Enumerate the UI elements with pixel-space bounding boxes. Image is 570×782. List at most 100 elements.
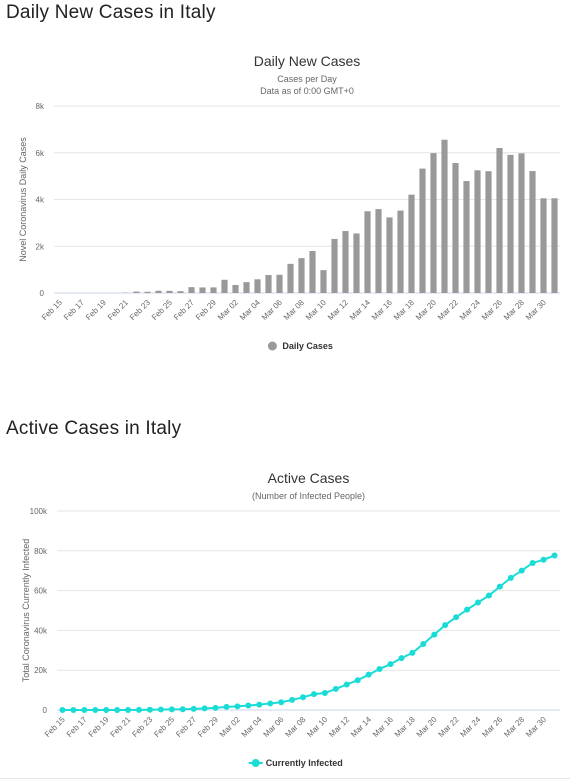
data-point[interactable] [540,556,547,563]
bar[interactable] [331,238,338,293]
bar[interactable] [386,217,393,293]
data-point[interactable] [146,706,153,713]
data-point[interactable] [310,691,317,698]
data-point[interactable] [223,703,230,710]
data-point[interactable] [409,649,416,656]
data-point[interactable] [125,706,132,713]
bar[interactable] [496,148,503,293]
legend-label[interactable]: Currently Infected [266,758,343,768]
bar[interactable] [485,171,492,293]
x-tick-label: Feb 25 [150,298,174,322]
bar[interactable] [320,270,327,293]
bar[interactable] [243,282,250,293]
bar[interactable] [419,168,426,293]
bar[interactable] [221,279,228,293]
bar[interactable] [298,258,305,293]
data-point[interactable] [234,703,241,710]
data-point[interactable] [190,705,197,712]
daily-cases-section-title: Daily New Cases in Italy [6,2,216,23]
data-point[interactable] [114,706,121,713]
data-point[interactable] [376,666,383,672]
x-tick-label: Mar 28 [502,298,526,322]
data-point[interactable] [70,706,77,713]
data-point[interactable] [398,655,405,662]
data-point[interactable] [103,706,110,713]
data-point[interactable] [354,677,361,684]
legend-label[interactable]: Daily Cases [282,341,333,351]
data-point[interactable] [485,592,492,599]
bar[interactable] [375,209,382,293]
data-point[interactable] [59,706,66,713]
data-point[interactable] [289,696,296,703]
bar[interactable] [133,291,140,293]
data-point[interactable] [529,559,536,566]
bar[interactable] [364,211,371,293]
data-point[interactable] [442,622,449,629]
bar[interactable] [177,291,184,293]
data-point[interactable] [420,640,427,647]
bar[interactable] [518,153,525,293]
data-point[interactable] [157,706,164,713]
data-point[interactable] [201,705,208,712]
data-point[interactable] [474,599,481,606]
x-tick-label: Feb 19 [87,715,111,739]
data-point[interactable] [387,661,394,668]
x-tick-label: Feb 29 [196,715,220,739]
bar[interactable] [276,274,283,293]
x-tick-label: Mar 06 [260,298,284,322]
bar[interactable] [529,171,536,293]
x-tick-label: Feb 27 [174,715,198,739]
data-point[interactable] [256,701,263,708]
data-point[interactable] [518,567,525,574]
data-point[interactable] [136,706,143,713]
bar[interactable] [144,291,151,293]
bar[interactable] [452,163,459,293]
x-tick-label: Mar 08 [282,298,306,322]
bar[interactable] [353,233,360,293]
bar[interactable] [188,287,195,293]
bar[interactable] [287,263,294,293]
bar[interactable] [430,153,437,293]
data-point[interactable] [496,583,503,590]
data-point[interactable] [551,552,558,559]
data-point[interactable] [267,700,274,707]
bar[interactable] [342,231,349,293]
data-point[interactable] [365,671,372,678]
bar[interactable] [265,275,272,293]
data-point[interactable] [507,574,514,581]
x-tick-label: Mar 22 [436,298,460,322]
bar[interactable] [254,279,261,293]
bar[interactable] [210,287,217,293]
bar[interactable] [166,290,173,293]
bar[interactable] [155,290,162,293]
bar[interactable] [232,285,239,293]
y-axis-title: Total Coronavirus Currently Infected [21,539,31,683]
bar[interactable] [397,210,404,293]
x-tick-label: Mar 12 [327,715,351,739]
bar[interactable] [540,198,547,293]
y-tick-label: 100k [30,507,48,516]
bar[interactable] [199,287,206,293]
data-point[interactable] [179,706,186,713]
data-point[interactable] [278,699,285,706]
data-point[interactable] [453,614,460,621]
bar[interactable] [463,181,470,293]
data-point[interactable] [343,681,350,688]
data-point[interactable] [245,702,252,709]
bar[interactable] [474,170,481,293]
data-point[interactable] [212,704,219,711]
bar[interactable] [408,194,415,293]
bar[interactable] [507,154,514,293]
data-point[interactable] [92,706,99,713]
data-point[interactable] [464,606,471,613]
data-point[interactable] [300,694,307,701]
data-point[interactable] [321,690,328,697]
data-point[interactable] [81,706,88,713]
data-point[interactable] [332,685,339,692]
bar[interactable] [441,139,448,293]
x-tick-label: Feb 23 [128,298,152,322]
data-point[interactable] [168,706,175,713]
data-point[interactable] [431,631,438,638]
bar[interactable] [551,198,558,293]
bar[interactable] [309,250,316,293]
